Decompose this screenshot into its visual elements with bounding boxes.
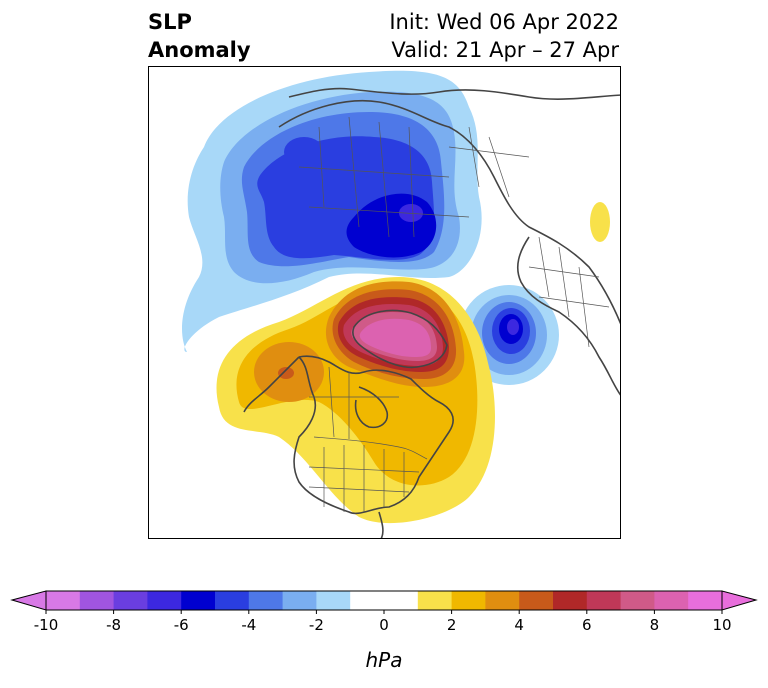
china-borders	[448, 126, 530, 198]
eurasia-coast	[278, 99, 620, 325]
colorbar-bins	[46, 591, 723, 610]
colorbar-extend-max	[721, 590, 758, 611]
title-left: SLP Anomaly	[148, 8, 251, 64]
colorbar-tick-label: 6	[582, 616, 592, 634]
russia-internal-lines	[298, 116, 470, 238]
colorbar-bin	[451, 591, 486, 610]
anomaly-contour-minus6	[399, 204, 423, 222]
borders	[298, 116, 610, 512]
colorbar-svg: -10 -8 -6 -4 -2 0 2 4 6 8 10	[10, 590, 758, 634]
colorbar-tick-label: -8	[106, 616, 121, 634]
colorbar-extend-min	[10, 590, 47, 611]
colorbar-bin	[46, 591, 81, 610]
colorbar-bin	[586, 591, 622, 610]
colorbar-bin	[654, 591, 689, 610]
colorbar-bin	[282, 591, 317, 610]
colorbar-bin	[316, 591, 351, 610]
colorbar-bin	[417, 591, 453, 610]
colorbar-bin	[553, 591, 588, 610]
colorbar-bin	[485, 591, 520, 610]
europe-coast	[517, 236, 620, 396]
colorbar: -10 -8 -6 -4 -2 0 2 4 6 8 10 hPa	[0, 585, 768, 684]
north-america-coast	[293, 355, 454, 515]
alaska-coast	[243, 356, 300, 413]
colorbar-tick-label: 10	[712, 616, 731, 634]
colorbar-tick-label: -2	[309, 616, 324, 634]
colorbar-bin	[519, 591, 554, 610]
europe-borders	[528, 236, 610, 348]
colorbar-bin	[688, 591, 723, 610]
us-canada-border	[313, 436, 428, 460]
colorbar-bin	[79, 591, 115, 610]
colorbar-bin	[620, 591, 655, 610]
colorbar-tick-label: -10	[34, 616, 59, 634]
atlantic-low-6	[507, 319, 519, 335]
anomaly-contour-plus8	[359, 318, 431, 357]
colorbar-bin	[147, 591, 182, 610]
east-positive-patch	[590, 202, 610, 242]
colorbar-ticks: -10 -8 -6 -4 -2 0 2 4 6 8 10	[34, 610, 732, 634]
variable-subtitle: Anomaly	[148, 38, 251, 62]
colorbar-tick-label: 4	[514, 616, 524, 634]
colorbar-bin	[350, 591, 419, 610]
coastlines	[243, 87, 620, 538]
colorbar-tick-label: -6	[174, 616, 189, 634]
colorbar-bin	[215, 591, 250, 610]
valid-range: Valid: 21 Apr – 27 Apr	[391, 38, 619, 62]
init-date: Init: Wed 06 Apr 2022	[389, 10, 619, 34]
florida-coast	[378, 511, 384, 538]
anomaly-contour-minus4-secondary	[284, 137, 324, 167]
state-lines	[308, 445, 420, 512]
colorbar-tick-label: 0	[379, 616, 389, 634]
canada-province-lines	[309, 366, 399, 439]
hudson-bay-coast	[354, 386, 389, 429]
west-high-4	[278, 367, 294, 379]
siberia-coast	[288, 87, 620, 100]
colorbar-tick-label: -4	[241, 616, 256, 634]
colorbar-unit-label: hPa	[365, 648, 403, 672]
colorbar-tick-label: 8	[650, 616, 660, 634]
colorbar-bin	[181, 591, 216, 610]
map-svg	[182, 70, 620, 538]
greenland-coast	[352, 309, 448, 369]
colorbar-bin	[113, 591, 148, 610]
colorbar-bin	[248, 591, 284, 610]
anomaly-map	[148, 66, 621, 539]
colorbar-tick-label: 2	[447, 616, 457, 634]
title-right: Init: Wed 06 Apr 2022 Valid: 21 Apr – 27…	[389, 8, 619, 64]
variable-title: SLP	[148, 10, 192, 34]
